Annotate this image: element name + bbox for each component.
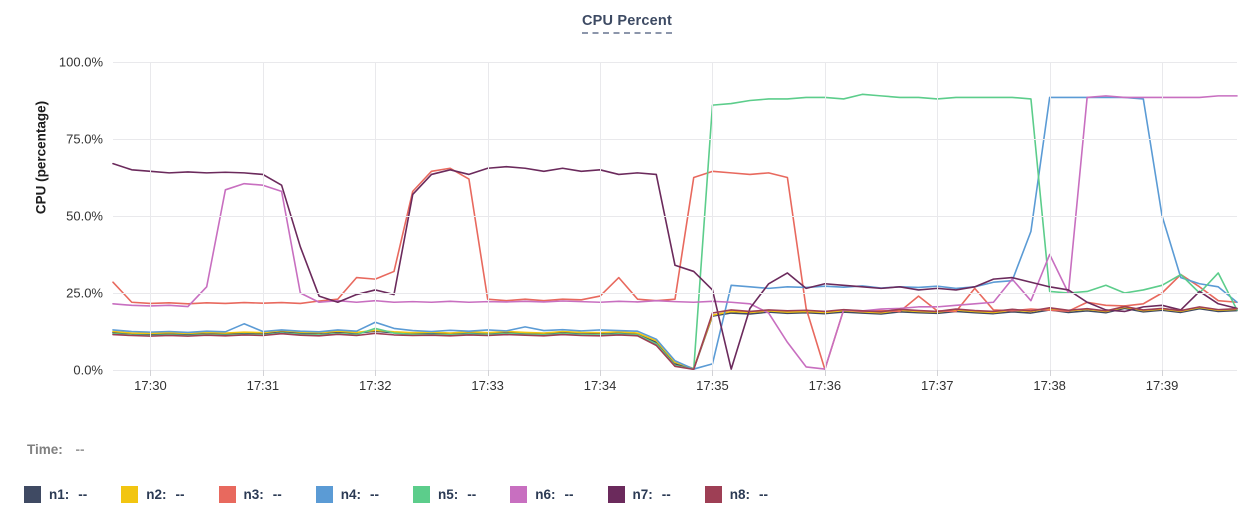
legend-value: --	[175, 487, 185, 502]
legend-swatch-icon	[413, 486, 430, 503]
x-tick-label: 17:39	[1145, 378, 1179, 393]
gridline-vertical	[262, 62, 264, 370]
x-tick-label: 17:30	[134, 378, 167, 393]
gridline-vertical	[150, 62, 152, 370]
legend-swatch-icon	[121, 486, 139, 503]
legend-item-n2[interactable]: n2: --	[121, 486, 185, 503]
gridline-horizontal	[113, 62, 1237, 63]
gridline-horizontal	[113, 216, 1237, 217]
time-label: Time:	[27, 442, 63, 457]
legend-item-n7[interactable]: n7: --	[607, 486, 671, 503]
legend-swatch-icon	[607, 486, 625, 503]
legend-swatch-icon	[510, 486, 528, 503]
legend-label: n7:	[632, 487, 653, 502]
legend-label: n1:	[49, 487, 70, 502]
legend-value: --	[467, 487, 477, 502]
legend-label: n5:	[438, 487, 459, 502]
gridline-vertical	[1049, 62, 1051, 370]
series-line-n2	[112, 306, 1238, 370]
legend-label: n3:	[243, 487, 264, 502]
legend-swatch-icon	[315, 486, 333, 503]
y-tick-label: 100.0%	[58, 54, 103, 70]
legend-label: n4:	[340, 487, 361, 502]
legend-label: n2:	[146, 487, 167, 502]
plot-area	[112, 62, 1238, 371]
y-axis-ticks: 0.0% 25.0% 50.0% 75.0% 100.0%	[0, 55, 1254, 378]
time-value: --	[75, 442, 85, 457]
series-line-n3	[112, 167, 1238, 371]
x-tick-mark	[937, 370, 939, 376]
y-tick-label: 25.0%	[66, 285, 103, 301]
legend-label: n6:	[535, 487, 556, 502]
legend-item-n3[interactable]: n3: --	[218, 486, 282, 503]
x-tick-label: 17:37	[920, 378, 954, 393]
gridline-vertical	[375, 62, 377, 370]
legend-item-n1[interactable]: n1: --	[24, 486, 87, 503]
x-tick-label: 17:36	[808, 378, 842, 393]
chart-title: CPU Percent	[0, 13, 1254, 34]
gridline-vertical	[824, 62, 826, 370]
legend-value: --	[78, 487, 88, 502]
legend-swatch-icon	[218, 486, 236, 503]
chart-title-text: CPU Percent	[581, 13, 673, 34]
gridline-vertical	[712, 62, 714, 370]
legend-item-n4[interactable]: n4: --	[315, 486, 379, 503]
x-tick-mark	[375, 370, 377, 376]
legend-item-n5[interactable]: n5: --	[413, 486, 476, 503]
gridline-vertical	[1162, 62, 1164, 370]
x-tick-mark	[487, 370, 489, 376]
x-tick-mark	[600, 370, 602, 376]
legend: n1: -- n2: -- n3: -- n4: -- n5: -- n6: -- n7: -- n8: --	[24, 486, 802, 503]
legend-value: --	[759, 487, 768, 502]
x-axis-ticks: 17:30 17:31 17:32 17:33 17:34 17:35 17:36 17:37…	[113, 378, 1237, 402]
legend-value: --	[564, 487, 574, 502]
x-tick-mark	[1049, 370, 1051, 376]
x-tick-mark	[262, 370, 264, 376]
x-tick-label: 17:35	[696, 378, 729, 393]
gridline-vertical	[600, 62, 602, 370]
y-tick-label: 0.0%	[73, 362, 103, 378]
series-line-n5	[112, 93, 1238, 371]
gridline-vertical	[937, 62, 939, 370]
gridline-horizontal	[113, 370, 1237, 371]
gridline-horizontal	[113, 139, 1237, 140]
series-line-n6	[112, 95, 1238, 370]
x-tick-label: 17:33	[471, 378, 504, 393]
y-tick-label: 75.0%	[66, 131, 103, 147]
time-readout: Time: --	[27, 442, 85, 457]
legend-value: --	[661, 487, 671, 502]
x-tick-label: 17:38	[1033, 378, 1066, 393]
legend-item-n6[interactable]: n6: --	[510, 486, 574, 503]
x-tick-label: 17:32	[358, 378, 392, 393]
y-tick-label: 50.0%	[66, 208, 103, 224]
legend-value: --	[370, 487, 379, 502]
x-tick-mark	[824, 370, 826, 376]
x-tick-mark	[1162, 370, 1164, 376]
y-axis-title: CPU (percentage)	[33, 100, 49, 215]
x-tick-label: 17:31	[246, 378, 280, 393]
x-tick-mark	[150, 370, 152, 376]
x-tick-label: 17:34	[583, 378, 617, 393]
legend-swatch-icon	[24, 486, 41, 503]
legend-value: --	[272, 487, 282, 502]
legend-item-n8[interactable]: n8: --	[704, 486, 768, 503]
legend-label: n8:	[729, 487, 750, 502]
gridline-vertical	[487, 62, 489, 370]
legend-swatch-icon	[704, 486, 722, 503]
gridline-horizontal	[113, 293, 1237, 294]
x-tick-mark	[712, 370, 714, 376]
